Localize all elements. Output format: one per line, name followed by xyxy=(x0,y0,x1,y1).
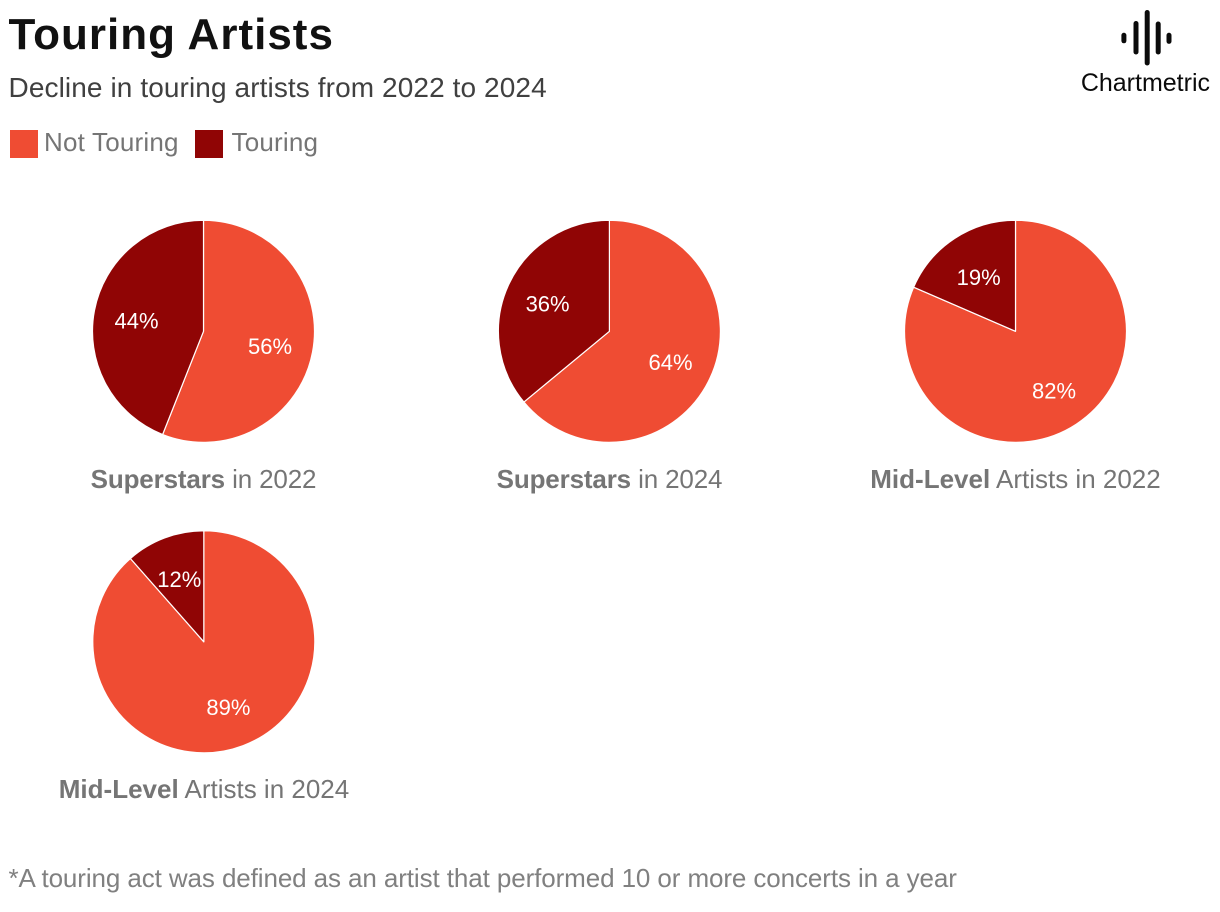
svg-text:36%: 36% xyxy=(526,292,570,317)
svg-text:82%: 82% xyxy=(1032,379,1076,404)
svg-text:12%: 12% xyxy=(157,567,201,592)
svg-text:64%: 64% xyxy=(648,350,692,375)
svg-text:56%: 56% xyxy=(248,334,292,359)
svg-text:44%: 44% xyxy=(114,309,158,334)
svg-text:19%: 19% xyxy=(957,265,1001,290)
svg-text:89%: 89% xyxy=(206,695,250,720)
